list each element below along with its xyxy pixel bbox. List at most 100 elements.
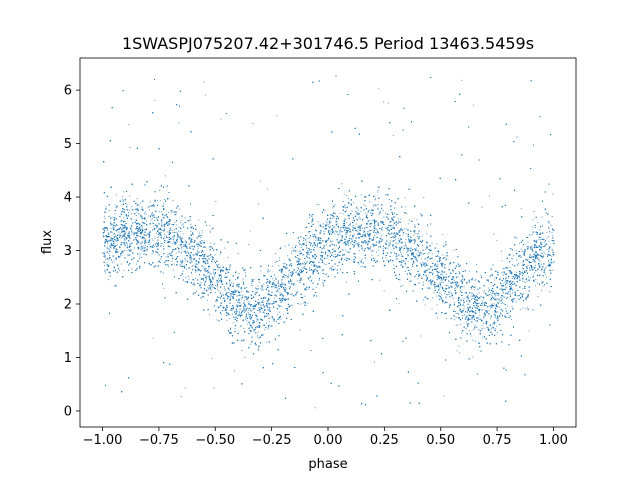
- data-point: [168, 224, 170, 226]
- data-point: [152, 337, 154, 339]
- data-point: [202, 250, 204, 252]
- data-point: [279, 260, 281, 261]
- data-point: [367, 211, 369, 213]
- data-point: [296, 261, 298, 263]
- data-point: [231, 292, 233, 294]
- data-point: [442, 281, 444, 283]
- data-point: [129, 147, 131, 148]
- data-point: [469, 318, 471, 320]
- data-point: [475, 299, 477, 301]
- data-point: [462, 304, 464, 306]
- data-point: [440, 279, 442, 281]
- data-point: [398, 220, 400, 222]
- data-point: [387, 247, 389, 249]
- data-point: [394, 216, 396, 218]
- data-point: [330, 268, 332, 270]
- data-point: [180, 231, 182, 233]
- data-point: [483, 322, 484, 324]
- data-point: [299, 271, 301, 273]
- data-point: [260, 180, 261, 182]
- data-point: [443, 395, 445, 397]
- data-point: [347, 198, 349, 200]
- data-point: [369, 239, 371, 240]
- data-point: [552, 269, 554, 271]
- data-point: [141, 218, 143, 220]
- data-point: [475, 299, 477, 301]
- data-point: [369, 247, 371, 249]
- data-point: [149, 201, 151, 203]
- data-point: [144, 237, 145, 239]
- data-point: [484, 313, 486, 315]
- data-point: [437, 317, 438, 319]
- data-point: [298, 250, 300, 252]
- data-point: [400, 218, 402, 220]
- data-point: [250, 326, 252, 328]
- data-point: [496, 325, 498, 327]
- data-point: [272, 278, 274, 280]
- data-point: [184, 387, 186, 389]
- data-point: [505, 281, 507, 283]
- data-point: [204, 94, 206, 96]
- data-point: [288, 274, 290, 276]
- data-point: [437, 263, 439, 265]
- data-point: [339, 233, 341, 235]
- data-point: [362, 265, 364, 267]
- data-point: [347, 201, 349, 203]
- data-point: [203, 279, 204, 281]
- data-point: [526, 306, 528, 308]
- data-point: [495, 318, 497, 320]
- data-point: [260, 287, 262, 289]
- data-point: [530, 245, 532, 247]
- data-point: [130, 229, 132, 231]
- data-point: [325, 264, 327, 265]
- data-point: [110, 247, 112, 249]
- data-point: [281, 282, 283, 283]
- data-point: [509, 293, 511, 295]
- data-point: [314, 254, 315, 255]
- data-point: [247, 291, 249, 292]
- data-point: [536, 239, 538, 241]
- data-point: [160, 232, 162, 234]
- data-point: [235, 311, 237, 313]
- data-point: [254, 308, 256, 310]
- data-point: [423, 197, 425, 198]
- data-point: [170, 237, 172, 239]
- data-point: [540, 239, 541, 241]
- data-point: [201, 232, 203, 234]
- data-point: [181, 248, 183, 250]
- data-point: [136, 222, 138, 224]
- data-point: [283, 263, 285, 265]
- data-point: [458, 345, 460, 347]
- data-point: [474, 320, 476, 322]
- data-point: [399, 251, 401, 253]
- data-point: [109, 248, 110, 250]
- data-point: [324, 224, 326, 226]
- data-point: [164, 175, 166, 177]
- data-point: [104, 265, 105, 267]
- data-point: [400, 246, 402, 248]
- data-point: [423, 299, 424, 301]
- data-point: [120, 255, 122, 256]
- data-point: [249, 309, 251, 311]
- data-point: [399, 279, 401, 281]
- data-point: [319, 231, 321, 233]
- data-point: [221, 310, 223, 312]
- data-point: [166, 237, 168, 239]
- data-point: [189, 246, 191, 248]
- data-point: [170, 212, 172, 214]
- data-point: [414, 224, 416, 226]
- data-point: [309, 252, 311, 254]
- data-point: [506, 268, 508, 269]
- data-point: [123, 235, 125, 236]
- data-point: [519, 242, 521, 244]
- data-point: [171, 243, 173, 245]
- data-point: [420, 335, 422, 337]
- data-point: [465, 328, 467, 329]
- data-point: [479, 311, 480, 313]
- data-point: [365, 205, 367, 207]
- data-point: [530, 246, 532, 248]
- data-point: [495, 312, 497, 314]
- data-point: [106, 262, 108, 264]
- data-point: [122, 236, 123, 238]
- data-point: [491, 326, 493, 328]
